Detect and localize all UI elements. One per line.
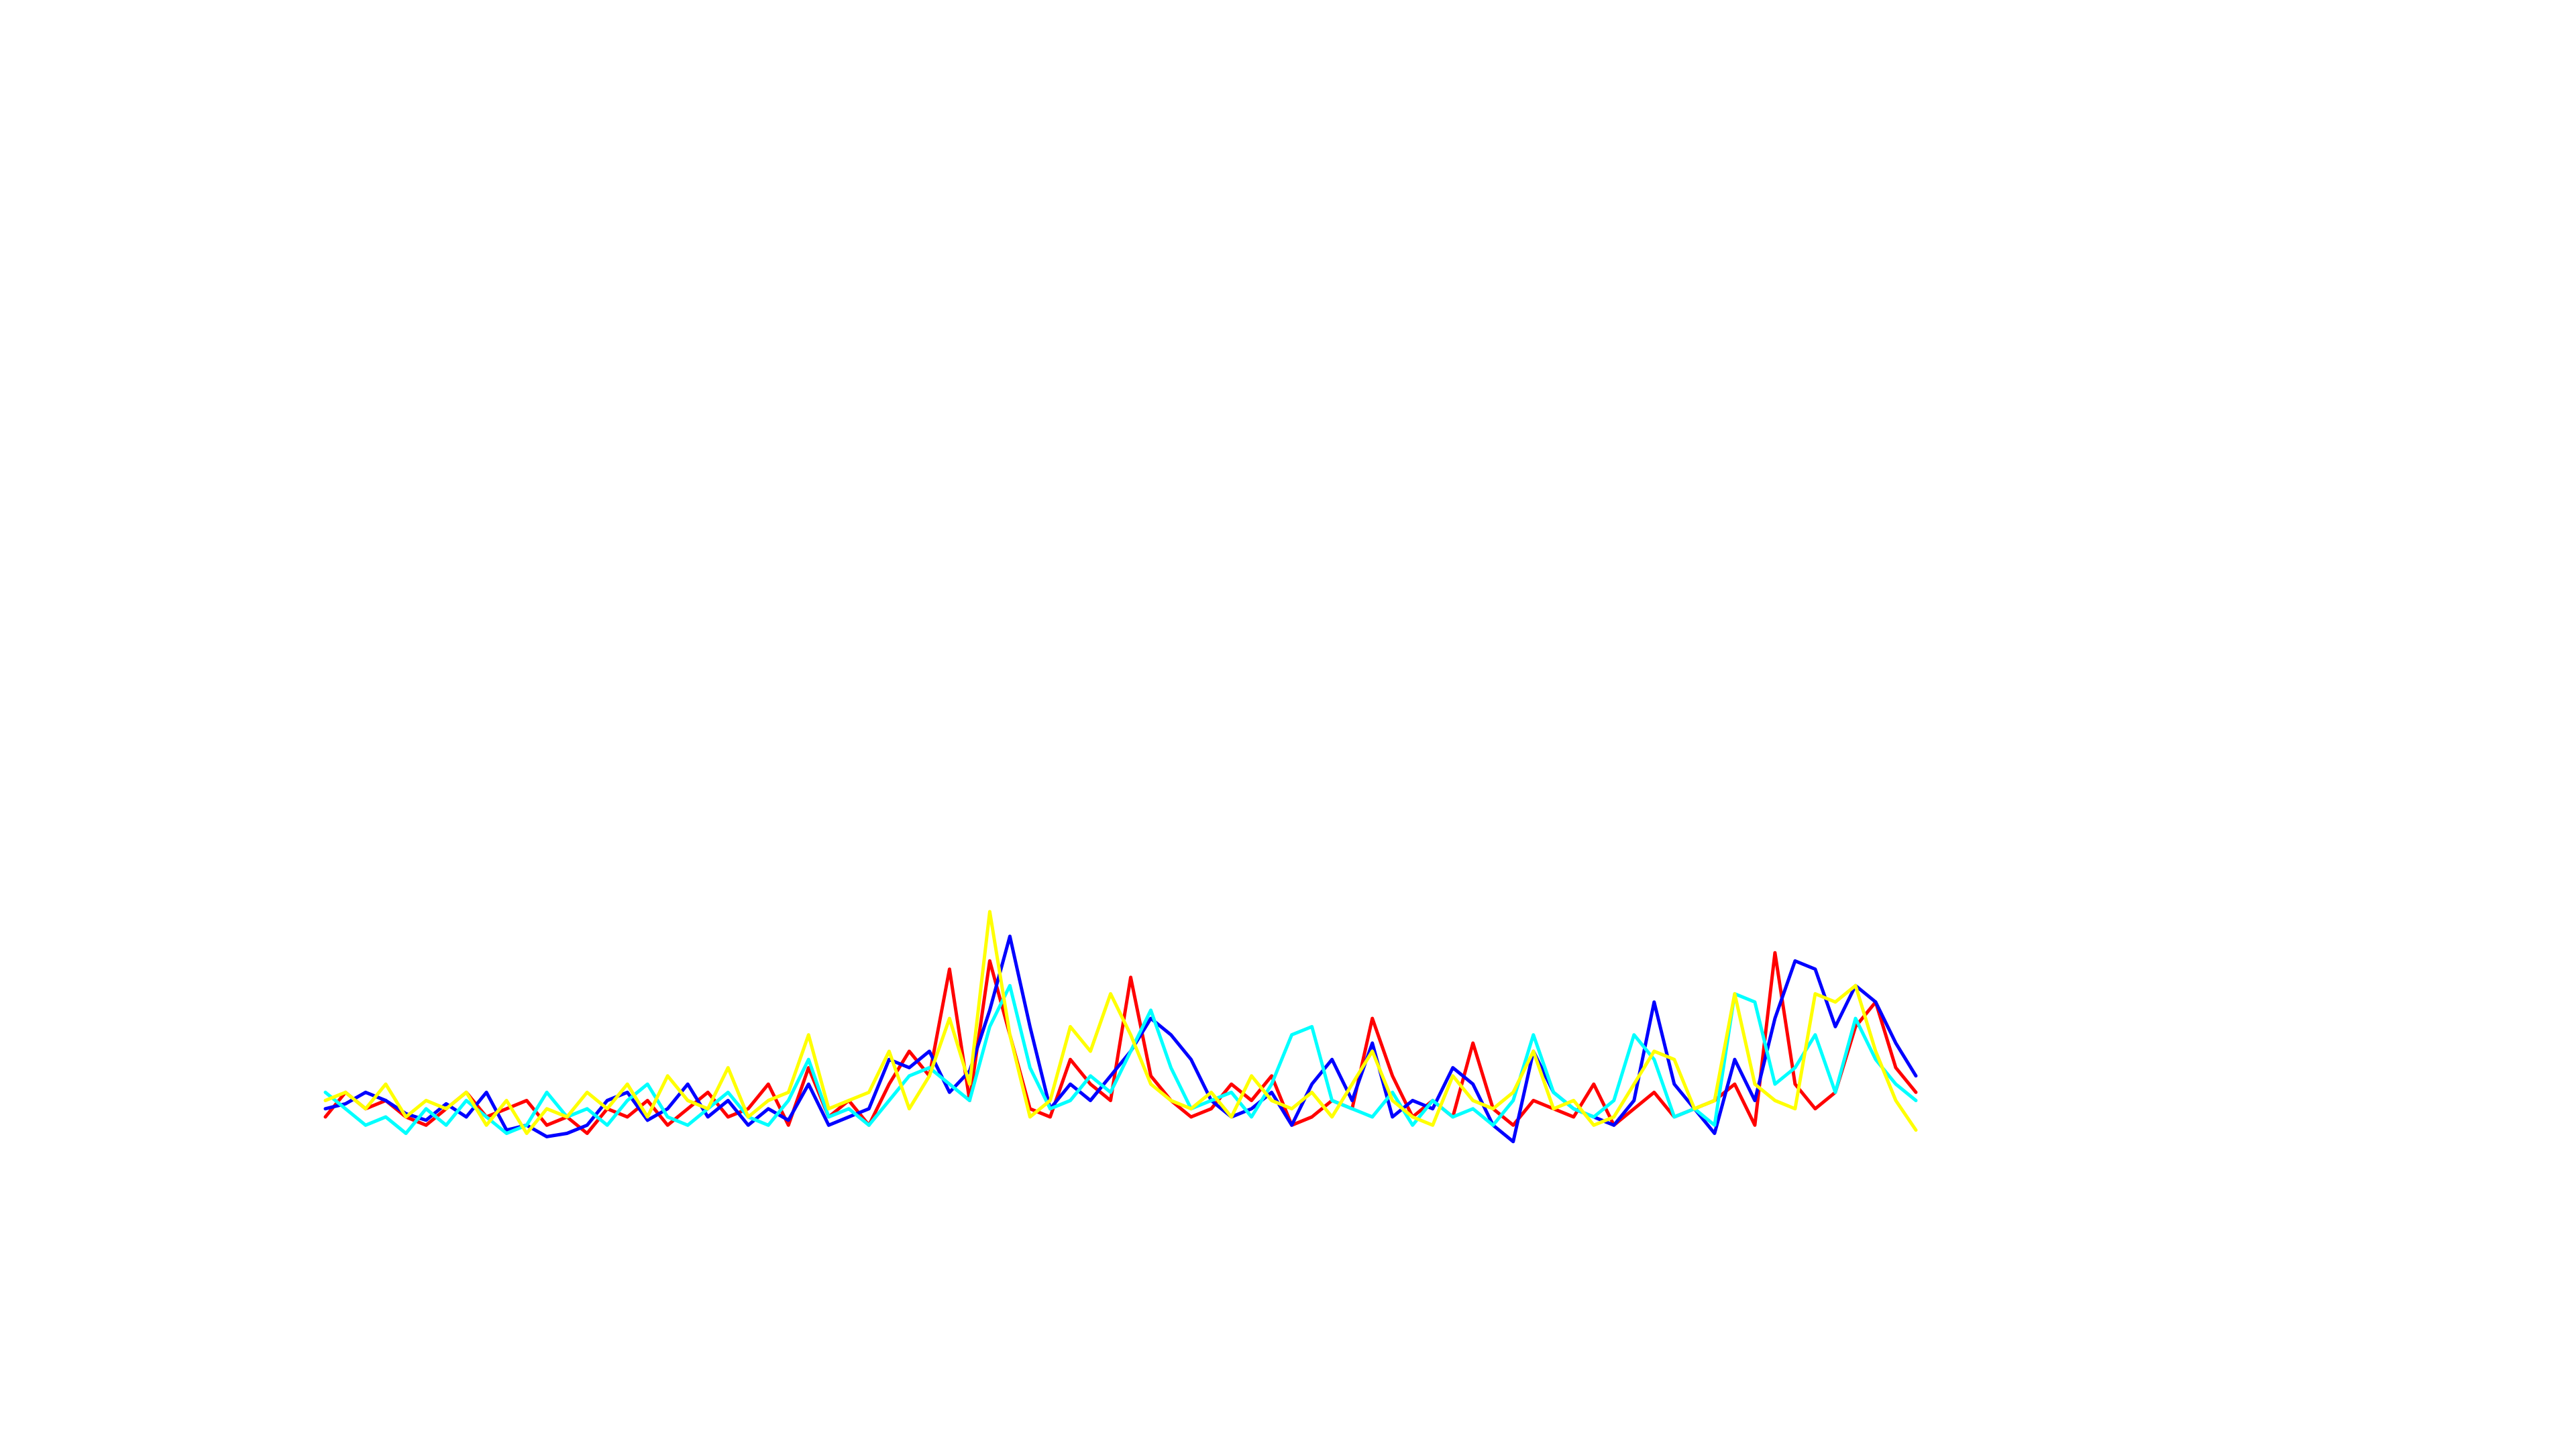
series-line — [323, 910, 1918, 1135]
series-line — [323, 983, 1918, 1135]
series-line — [323, 951, 1918, 1135]
series-line — [323, 934, 1918, 1144]
